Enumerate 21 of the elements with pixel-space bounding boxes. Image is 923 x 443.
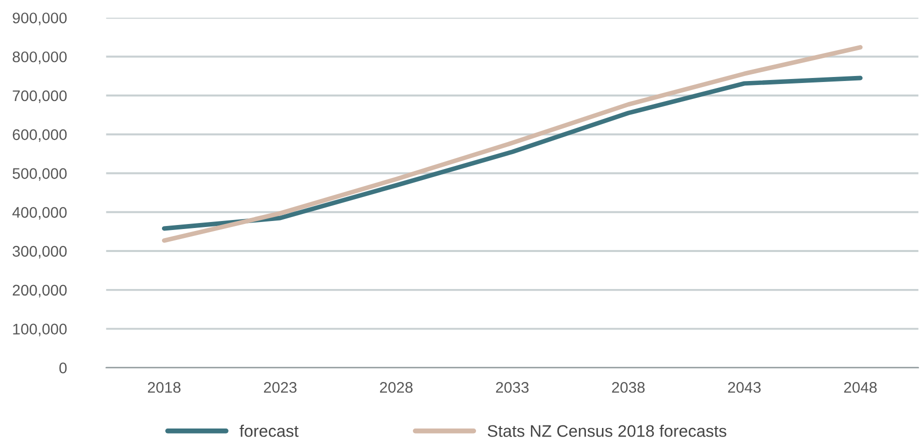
x-tick-label: 2028 [380,382,413,393]
y-tick-label: 200,000 [12,284,67,298]
x-tick-label: 2038 [612,382,645,393]
y-tick-label: 100,000 [13,324,67,336]
y-tick-label: 300,000 [12,246,67,259]
legend-label: forecast [240,424,299,437]
x-tick-label: 2023 [264,382,297,393]
line-series [162,76,863,231]
x-tick-label: 2048 [844,382,877,393]
y-tick-label: 900,000 [12,12,67,26]
y-tick-label: 500,000 [12,168,67,181]
y-tick-label: 0 [59,362,67,374]
y-tick-label: 700,000 [12,90,67,103]
y-tick-label: 800,000 [12,51,67,64]
x-tick-label: 2033 [496,382,529,393]
x-tick-label: 2043 [728,382,761,393]
y-tick-label: 600,000 [12,129,67,142]
line-series [162,45,863,243]
x-tick-label: 2018 [148,382,180,393]
y-tick-label: 400,000 [12,207,67,220]
legend-label: Stats NZ Census 2018 forecasts [488,424,726,437]
